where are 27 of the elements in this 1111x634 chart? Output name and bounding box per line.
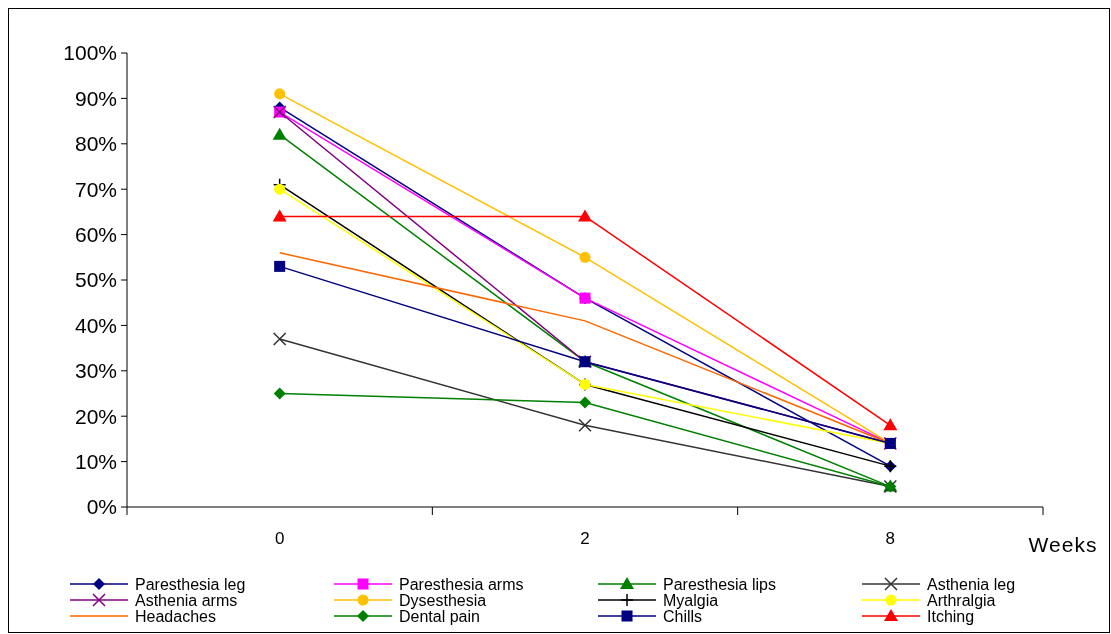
x-axis-title: Weeks (1028, 533, 1098, 556)
legend-label: Asthenia arms (135, 591, 238, 609)
legend-label: Arthralgia (927, 591, 996, 609)
legend-label: Chills (663, 607, 703, 625)
legend-label: Paresthesia lips (663, 575, 776, 593)
y-tick-label: 0% (86, 495, 117, 519)
legend-label: Dysesthesia (399, 591, 487, 609)
y-tick-label: 20% (74, 404, 117, 428)
y-tick-label: 40% (74, 313, 117, 337)
y-tick-label: 80% (74, 132, 117, 156)
legend-label: Paresthesia leg (135, 575, 246, 593)
y-tick-label: 30% (74, 359, 117, 383)
x-tick-label: 2 (580, 529, 590, 548)
y-tick-label: 60% (74, 222, 117, 246)
legend-label: Myalgia (663, 591, 719, 609)
legend-label: Dental pain (399, 607, 480, 625)
x-tick-label: 8 (885, 529, 896, 548)
y-tick-label: 50% (74, 268, 117, 292)
y-tick-label: 90% (74, 86, 117, 110)
legend-label: Paresthesia arms (399, 575, 524, 593)
x-tick-label: 0 (274, 529, 285, 548)
legend-label: Headaches (135, 607, 216, 625)
y-tick-label: 100% (63, 41, 117, 65)
legend-label: Itching (927, 607, 975, 625)
y-tick-label: 70% (74, 177, 117, 201)
legend-label: Asthenia leg (927, 575, 1016, 593)
y-tick-label: 10% (74, 449, 117, 473)
